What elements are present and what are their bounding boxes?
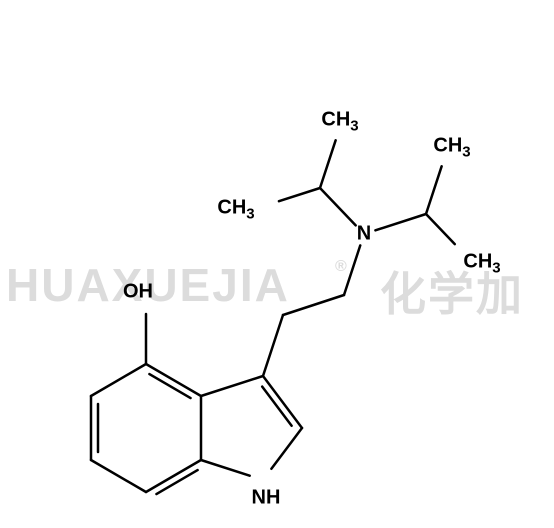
atom-label-ip2b: CH3 [463,251,500,274]
atom-label-ip1a: CH3 [217,197,254,220]
atom-label-n12: N [357,223,371,246]
molecule-diagram: { "type": "chemical-structure", "canvas"… [0,0,554,528]
atom-label-oh: OH [123,281,153,304]
atom-label-n7: NH [252,487,281,510]
atom-label-ip1b: CH3 [321,109,358,132]
atom-label-ip2a: CH3 [433,135,470,158]
